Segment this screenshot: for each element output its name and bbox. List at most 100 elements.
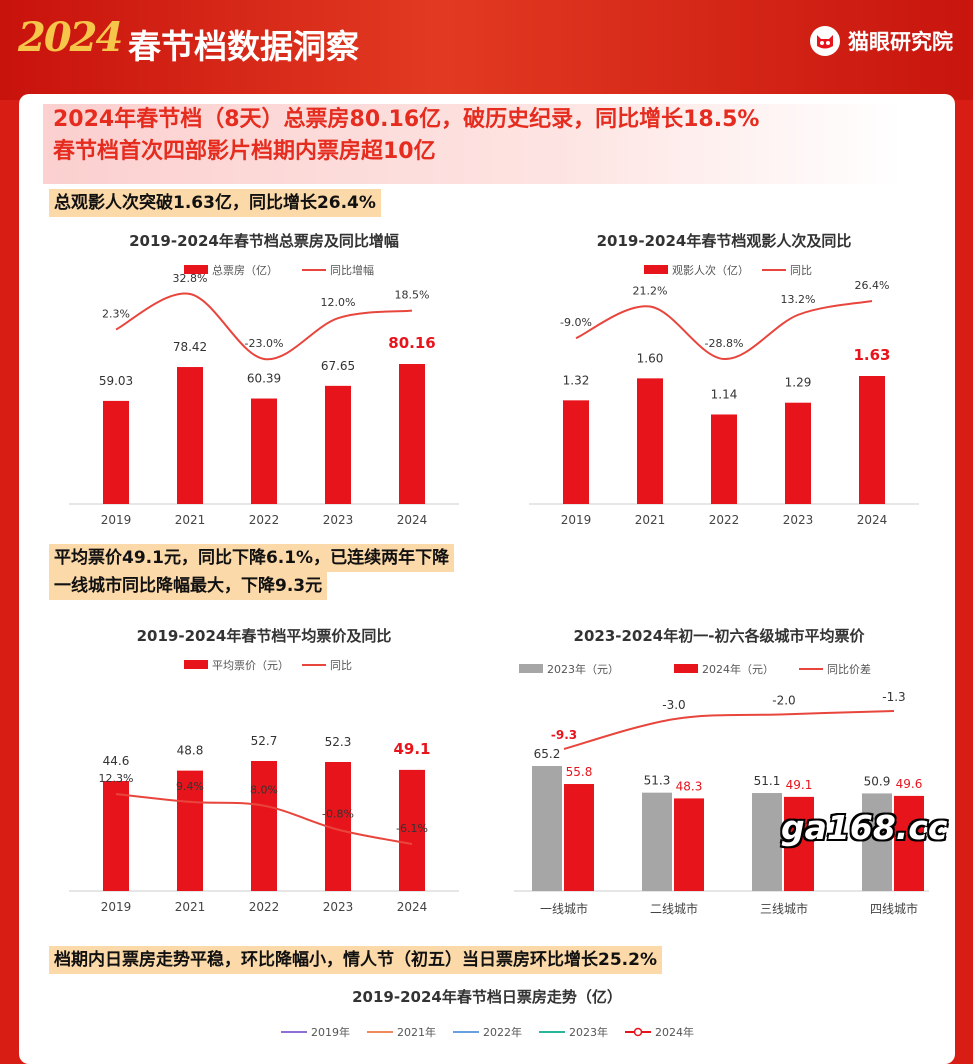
legend-swatch-bar <box>644 265 668 274</box>
x-tick-label: 2021 <box>175 513 206 527</box>
chart-title: 2019-2024年春节档日票房走势（亿） <box>352 988 622 1006</box>
yoy-line <box>115 292 413 361</box>
bar <box>711 414 737 504</box>
x-tick-label: 2024 <box>397 513 428 527</box>
highlight-daily: 档期内日票房走势平稳，环比降幅小，情人节（初五）当日票房环比增长25.2% <box>49 946 662 974</box>
legend-label: 同比增幅 <box>330 263 374 277</box>
legend-label: 2021年 <box>397 1025 436 1039</box>
cat-eye-icon <box>810 26 840 56</box>
highlight-price-1: 平均票价49.1元，同比下降6.1%，已连续两年下降 <box>49 544 455 572</box>
watermark: ga168.cc <box>781 808 948 847</box>
highlight-price-2: 一线城市同比降幅最大，下降9.3元 <box>49 572 328 600</box>
x-tick-label: 2022 <box>249 513 280 527</box>
x-tick-label: 2019 <box>101 900 132 914</box>
legend-label: 2022年 <box>483 1025 522 1039</box>
bar-value-label: 49.1 <box>786 778 813 792</box>
line-value-label: 13.2% <box>781 293 816 306</box>
legend-label: 2023年 <box>569 1025 608 1039</box>
bar-value-label: 52.7 <box>251 734 278 748</box>
bar-value-label: 1.29 <box>785 376 812 390</box>
bar-value-label: 51.1 <box>754 774 781 788</box>
bar-value-label: 1.63 <box>853 346 890 364</box>
legend-label: 总票房（亿） <box>212 263 278 277</box>
bar-2024 <box>564 784 594 891</box>
bar <box>103 400 129 504</box>
bar-value-label: 49.1 <box>393 740 430 758</box>
bar-value-label: 51.3 <box>644 774 671 788</box>
yoy-line <box>115 793 413 845</box>
bar-value-label: 59.03 <box>99 374 133 388</box>
line-value-label: -0.8% <box>322 808 354 821</box>
chart-title: 2023-2024年初一-初六各级城市平均票价 <box>574 627 866 645</box>
brand: 猫眼研究院 <box>810 26 953 56</box>
x-tick-label: 2023 <box>323 900 354 914</box>
header-banner: 2024 春节档数据洞察 猫眼研究院 <box>0 0 973 100</box>
x-tick-label: 2024 <box>397 900 428 914</box>
bar-value-label: 78.42 <box>173 340 207 354</box>
city-price-chart: 2023-2024年初一-初六各级城市平均票价 2023年（元） 2024年（元） 同… <box>514 627 929 916</box>
bar <box>325 385 351 504</box>
bar <box>785 402 811 504</box>
legend-swatch-bar <box>184 265 208 274</box>
x-tick-label: 2022 <box>249 900 280 914</box>
line-value-label: -23.0% <box>245 337 284 350</box>
x-tick-label: 2023 <box>323 513 354 527</box>
legend-label: 同比 <box>330 659 352 672</box>
bar-value-label: 44.6 <box>103 754 130 768</box>
x-tick-label: 2023 <box>783 513 814 527</box>
brand-name: 猫眼研究院 <box>848 30 953 54</box>
legend-label: 同比价差 <box>827 662 871 676</box>
line-value-label: 32.8% <box>173 272 208 285</box>
bar-2023 <box>862 793 892 891</box>
legend-label: 2024年 <box>655 1025 694 1039</box>
bar-value-label: 55.8 <box>566 765 593 779</box>
bar <box>177 367 203 504</box>
bar-value-label: 65.2 <box>534 747 561 761</box>
chart-title: 2019-2024年春节档平均票价及同比 <box>137 627 392 645</box>
bar-value-label: 48.3 <box>676 779 703 793</box>
x-tick-label: 2021 <box>175 900 206 914</box>
line-value-label: -9.3 <box>551 728 577 742</box>
bar-2023 <box>752 793 782 891</box>
chart-title: 2019-2024年春节档总票房及同比增幅 <box>129 232 399 250</box>
bar-value-label: 1.60 <box>637 351 664 365</box>
headline-line2: 春节档首次四部影片档期内票房超10亿 <box>53 139 436 164</box>
x-tick-label: 三线城市 <box>760 901 808 916</box>
legend-swatch-bar <box>184 660 208 669</box>
legend-swatch-bar <box>519 664 543 673</box>
bar-value-label: 49.6 <box>896 777 923 791</box>
line-value-label: 18.5% <box>395 289 430 302</box>
x-tick-label: 四线城市 <box>870 901 918 916</box>
highlight-audience: 总观影人次突破1.63亿，同比增长26.4% <box>49 189 381 217</box>
price-diff-line <box>563 710 895 750</box>
headline-line1: 2024年春节档（8天）总票房80.16亿，破历史纪录，同比增长18.5% <box>53 107 760 132</box>
bar <box>563 400 589 504</box>
line-value-label: 8.0% <box>250 784 278 797</box>
yoy-line <box>575 300 873 361</box>
bar <box>251 761 277 891</box>
bar-value-label: 50.9 <box>864 774 891 788</box>
x-tick-label: 2019 <box>101 513 132 527</box>
legend-label: 2019年 <box>311 1025 350 1039</box>
content-card: 2024年春节档（8天）总票房80.16亿，破历史纪录，同比增长18.5% 春节… <box>19 94 955 1064</box>
bar-2024 <box>674 798 704 891</box>
bar-value-label: 48.8 <box>177 744 204 758</box>
line-value-label: -2.0 <box>772 693 795 707</box>
bar <box>399 769 425 891</box>
x-tick-label: 一线城市 <box>540 901 588 916</box>
line-value-label: -6.1% <box>396 822 428 835</box>
legend-label: 2024年（元） <box>702 662 774 676</box>
bar-2023 <box>532 766 562 891</box>
x-tick-label: 二线城市 <box>650 901 698 916</box>
bar-value-label: 67.65 <box>321 359 355 373</box>
legend-label: 同比 <box>790 264 812 277</box>
bar <box>251 398 277 504</box>
bar-2024 <box>784 796 814 891</box>
legend-label: 观影人次（亿） <box>672 263 749 277</box>
line-value-label: 12.3% <box>99 772 134 785</box>
page-title: 春节档数据洞察 <box>128 27 359 66</box>
bar-2024 <box>894 795 924 891</box>
